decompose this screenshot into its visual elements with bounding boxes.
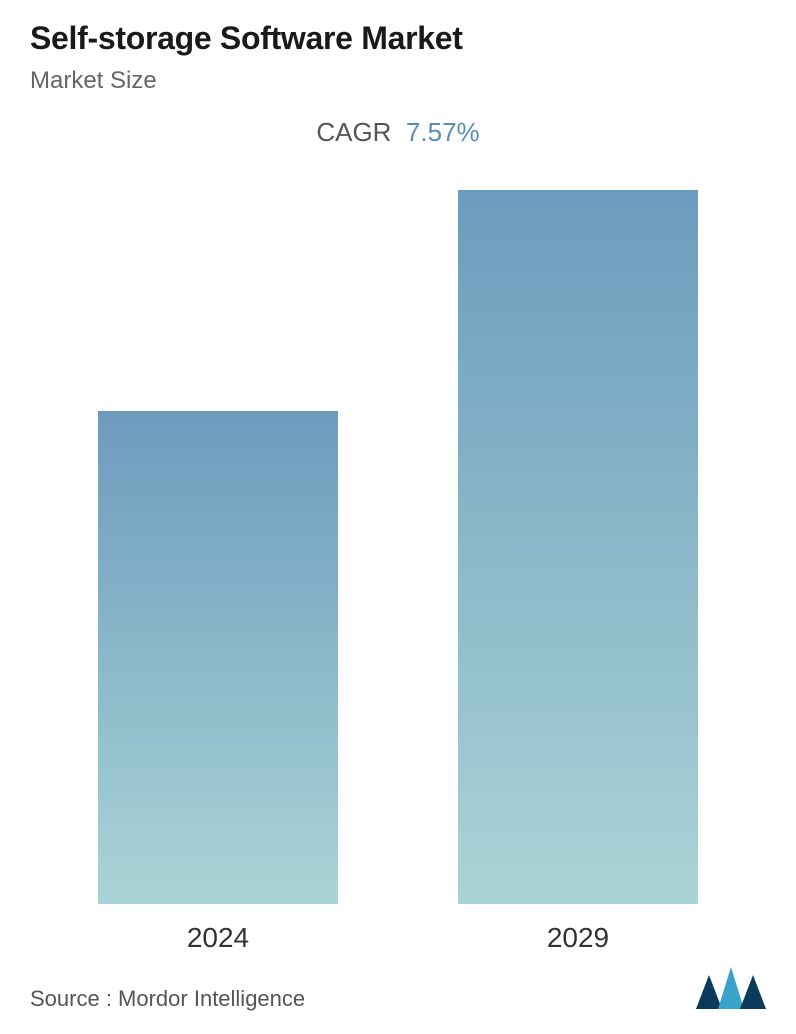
chart-plot-area	[0, 190, 796, 904]
brand-logo	[696, 967, 766, 1014]
chart-title: Self-storage Software Market	[30, 20, 766, 57]
bars-group	[0, 190, 796, 904]
cagr-label: CAGR	[316, 117, 391, 147]
chart-subtitle: Market Size	[30, 67, 766, 95]
cagr-value: 7.57%	[406, 117, 480, 147]
bar	[458, 190, 698, 904]
x-axis-label: 2029	[458, 922, 698, 954]
source-attribution: Source : Mordor Intelligence	[30, 986, 305, 1012]
logo-triangle-icon	[718, 967, 744, 1009]
logo-triangle-icon	[696, 975, 722, 1009]
x-axis-label: 2024	[98, 922, 338, 954]
logo-triangle-icon	[740, 975, 766, 1009]
chart-container: Self-storage Software Market Market Size…	[0, 0, 796, 1034]
cagr-row: CAGR 7.57%	[30, 117, 766, 148]
bar	[98, 411, 338, 904]
x-axis: 2024 2029	[0, 922, 796, 954]
